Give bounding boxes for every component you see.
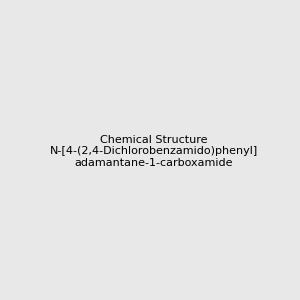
Text: Chemical Structure
N-[4-(2,4-Dichlorobenzamido)phenyl]
adamantane-1-carboxamide: Chemical Structure N-[4-(2,4-Dichloroben… <box>50 135 258 168</box>
